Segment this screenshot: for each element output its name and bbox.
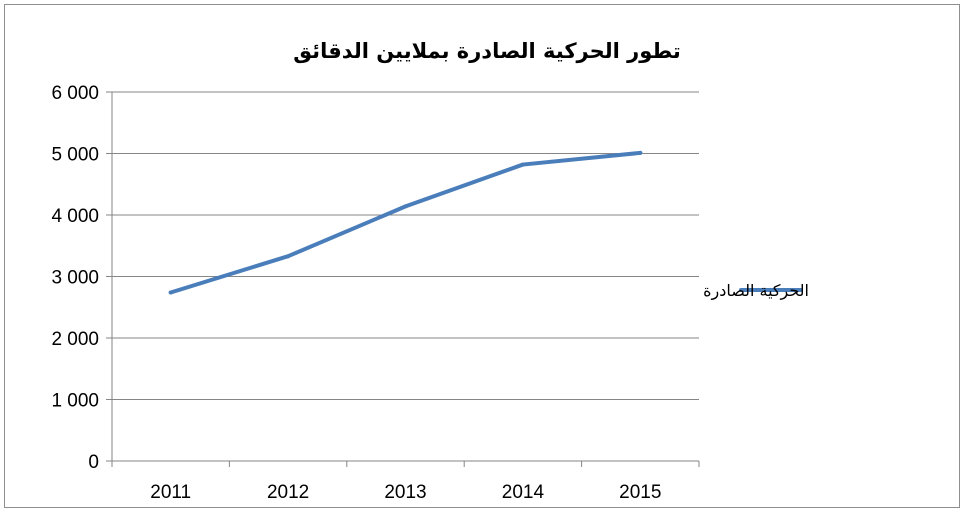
gridlines	[106, 91, 699, 462]
legend-label: الحركية الصادرة	[703, 281, 809, 301]
x-tick-label: 2012	[267, 482, 309, 503]
data-point	[168, 290, 173, 295]
y-axis-ticks: 0 1 000 2 000 3 000 4 000 5 000 6 000	[51, 83, 99, 473]
y-tick-label: 3 000	[51, 268, 99, 289]
data-point	[286, 254, 291, 259]
data-point	[520, 162, 525, 167]
y-tick-label: 6 000	[51, 83, 99, 104]
y-tick-label: 0	[88, 452, 99, 473]
x-tick-label: 2013	[384, 482, 426, 503]
series-lines	[168, 150, 643, 295]
y-tick-label: 5 000	[51, 145, 99, 166]
axes	[111, 92, 699, 462]
x-tick-label: 2015	[619, 482, 661, 503]
x-axis-ticks: 2011 2012 2013 2014 2015	[111, 461, 700, 503]
line-chart: تطور الحركية الصادرة بملايين الدقائق 0 1 …	[51, 39, 809, 503]
data-point	[638, 150, 643, 155]
y-tick-label: 1 000	[51, 391, 99, 412]
y-tick-label: 4 000	[51, 206, 99, 227]
y-tick-label: 2 000	[51, 329, 99, 350]
data-point	[403, 204, 408, 209]
x-tick-label: 2014	[502, 482, 545, 503]
series-line	[168, 150, 643, 295]
x-tick-label: 2011	[150, 482, 191, 503]
chart-title: تطور الحركية الصادرة بملايين الدقائق	[293, 39, 681, 63]
chart-frame: تطور الحركية الصادرة بملايين الدقائق 0 1 …	[4, 4, 960, 508]
legend: الحركية الصادرة	[703, 281, 809, 301]
